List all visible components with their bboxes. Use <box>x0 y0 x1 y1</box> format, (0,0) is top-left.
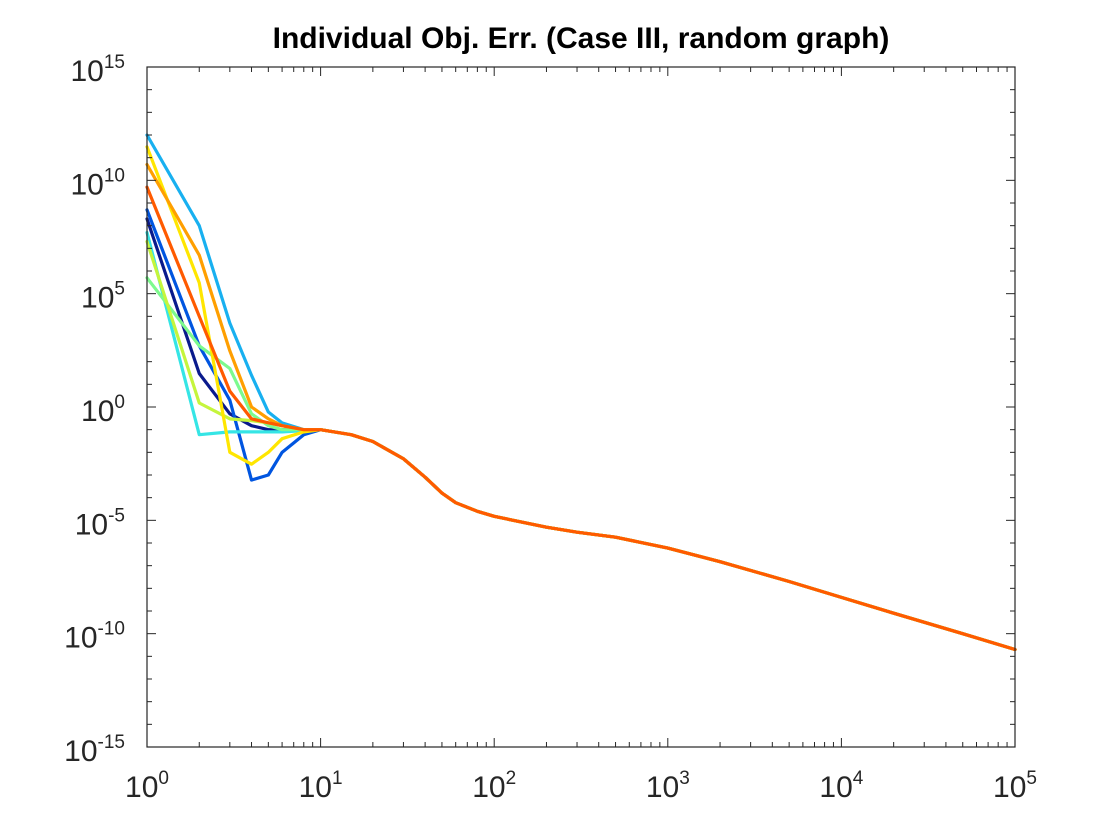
y-tick-label: 10-15 <box>64 732 125 768</box>
y-tick-label: 10-5 <box>75 505 125 541</box>
y-tick-label: 105 <box>81 279 125 315</box>
series-line-3 <box>145 133 1017 652</box>
series-line-8 <box>145 162 1017 652</box>
y-tick-label: 1010 <box>70 165 125 201</box>
y-tick-label: 10-10 <box>64 619 125 655</box>
x-axis-tick-labels: 100 101 102 103 104 105 <box>125 768 1037 804</box>
x-tick-label: 103 <box>646 768 690 804</box>
y-axis-tick-labels: 10-15 10-10 10-5 100 105 1010 1015 <box>64 52 125 768</box>
series-line-1 <box>145 217 1017 652</box>
x-tick-label: 101 <box>299 768 343 804</box>
series-line-9 <box>145 185 1017 652</box>
axis-ticks <box>146 66 1016 748</box>
x-tick-label: 105 <box>993 768 1037 804</box>
x-tick-label: 100 <box>125 768 169 804</box>
y-tick-label: 1015 <box>70 52 125 88</box>
x-tick-label: 102 <box>472 768 516 804</box>
series-line-7 <box>145 145 1017 652</box>
series-line-4 <box>145 230 1017 652</box>
y-tick-label: 100 <box>81 392 125 428</box>
plot-area <box>146 66 1016 748</box>
chart-title: Individual Obj. Err. (Case III, random g… <box>273 22 890 55</box>
plot-lines <box>145 133 1017 652</box>
series-line-5 <box>145 276 1017 652</box>
x-tick-label: 104 <box>819 768 863 804</box>
